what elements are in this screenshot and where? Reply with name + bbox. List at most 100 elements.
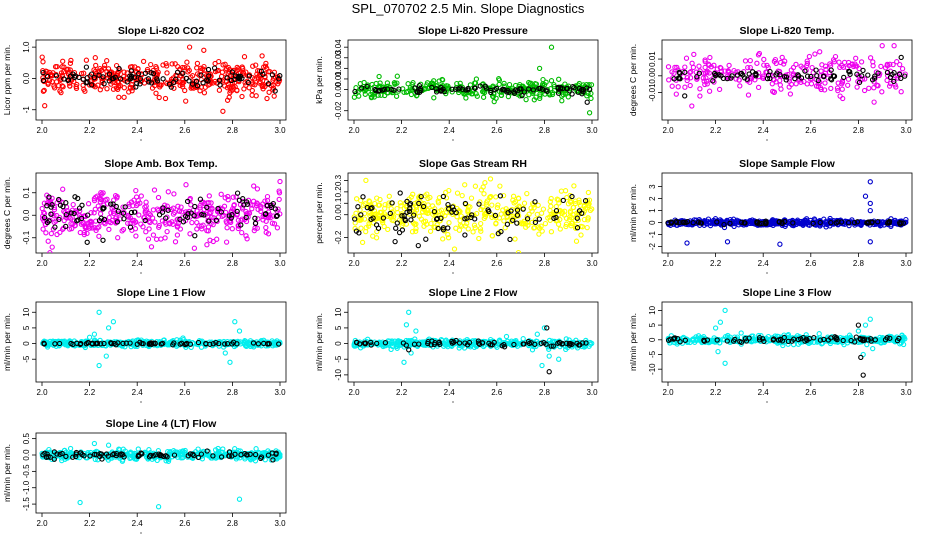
data-point xyxy=(160,76,166,82)
x-tick-label: 2.6 xyxy=(805,259,817,268)
data-point xyxy=(673,91,679,97)
data-point xyxy=(482,210,488,217)
data-point xyxy=(374,340,380,347)
data-point xyxy=(91,196,98,202)
data-point xyxy=(451,207,457,213)
data-point xyxy=(364,83,370,90)
data-point xyxy=(478,206,484,213)
data-point xyxy=(884,63,891,69)
x-tick-label: 2.0 xyxy=(36,126,48,135)
data-point xyxy=(505,87,511,94)
x-tick-label: 2.8 xyxy=(853,126,865,135)
series-1 xyxy=(41,339,282,348)
x-tick-label: 2.4 xyxy=(444,388,456,397)
data-point xyxy=(489,202,495,208)
data-point xyxy=(254,186,261,192)
data-point xyxy=(148,61,154,68)
data-point xyxy=(57,202,64,208)
x-tick-label: 2.8 xyxy=(227,126,239,135)
data-point xyxy=(127,450,133,456)
y-tick-label: -5 xyxy=(22,355,31,363)
data-point xyxy=(760,336,766,342)
data-point xyxy=(524,216,531,222)
data-point xyxy=(508,341,514,347)
data-point xyxy=(840,95,846,102)
data-point xyxy=(183,98,189,104)
y-tick-label: -10 xyxy=(648,363,657,375)
y-tick-label: -0.5 xyxy=(22,464,31,478)
data-point xyxy=(816,331,822,337)
x-tick-label: 2.8 xyxy=(227,519,239,528)
data-point xyxy=(373,216,379,222)
data-point xyxy=(205,66,212,73)
data-point xyxy=(243,208,249,215)
data-point xyxy=(46,194,52,200)
data-point xyxy=(410,205,416,211)
series-0 xyxy=(351,176,595,253)
data-point xyxy=(701,337,707,343)
data-point xyxy=(132,74,138,80)
series-1 xyxy=(353,325,589,375)
data-point xyxy=(454,214,460,220)
data-point xyxy=(209,205,215,211)
data-point xyxy=(690,64,697,71)
axis-dot xyxy=(452,401,454,403)
data-point xyxy=(196,211,202,217)
points-layer xyxy=(40,309,283,369)
data-point xyxy=(404,209,410,215)
data-point xyxy=(871,99,877,105)
data-point xyxy=(85,220,91,226)
data-point xyxy=(899,335,905,341)
data-point xyxy=(716,86,723,93)
data-point xyxy=(817,49,823,55)
data-point xyxy=(376,73,382,80)
data-point xyxy=(588,95,594,102)
data-point xyxy=(698,220,705,226)
points-layer xyxy=(665,43,908,109)
data-point xyxy=(537,93,543,99)
data-point xyxy=(68,57,74,64)
data-point xyxy=(229,83,236,90)
data-point xyxy=(725,68,731,75)
data-point xyxy=(822,80,828,86)
data-point xyxy=(848,337,854,344)
data-point xyxy=(504,221,511,227)
data-point xyxy=(274,225,281,231)
data-point xyxy=(114,79,121,85)
x-tick-label: 2.8 xyxy=(227,388,239,397)
data-point xyxy=(180,76,186,82)
data-point xyxy=(385,226,391,233)
data-point xyxy=(682,93,688,99)
data-point xyxy=(738,341,744,347)
data-point xyxy=(745,64,751,71)
data-point xyxy=(555,340,561,346)
data-point xyxy=(204,204,210,211)
data-point xyxy=(408,217,414,223)
data-point xyxy=(245,79,251,86)
data-point xyxy=(384,86,391,92)
data-point xyxy=(373,80,379,87)
data-point xyxy=(902,336,908,342)
data-point xyxy=(43,230,49,236)
data-point xyxy=(179,340,185,346)
data-point xyxy=(589,206,595,212)
x-tick-label: 2.2 xyxy=(396,388,408,397)
axis-dot xyxy=(766,272,768,274)
data-point xyxy=(411,341,418,347)
data-point xyxy=(114,219,121,225)
data-point xyxy=(714,337,720,343)
data-point xyxy=(696,63,702,69)
data-point xyxy=(731,67,737,74)
data-point xyxy=(115,235,121,241)
data-point xyxy=(131,209,138,215)
data-point xyxy=(480,94,487,100)
data-point xyxy=(413,228,419,234)
y-axis-label: ml/min per min. xyxy=(628,313,638,371)
data-point xyxy=(180,84,186,90)
y-tick-label: 3 xyxy=(648,184,657,189)
data-point xyxy=(526,92,532,98)
data-point xyxy=(697,93,703,99)
data-point xyxy=(875,70,881,76)
data-point xyxy=(425,210,431,216)
data-point xyxy=(779,219,785,225)
